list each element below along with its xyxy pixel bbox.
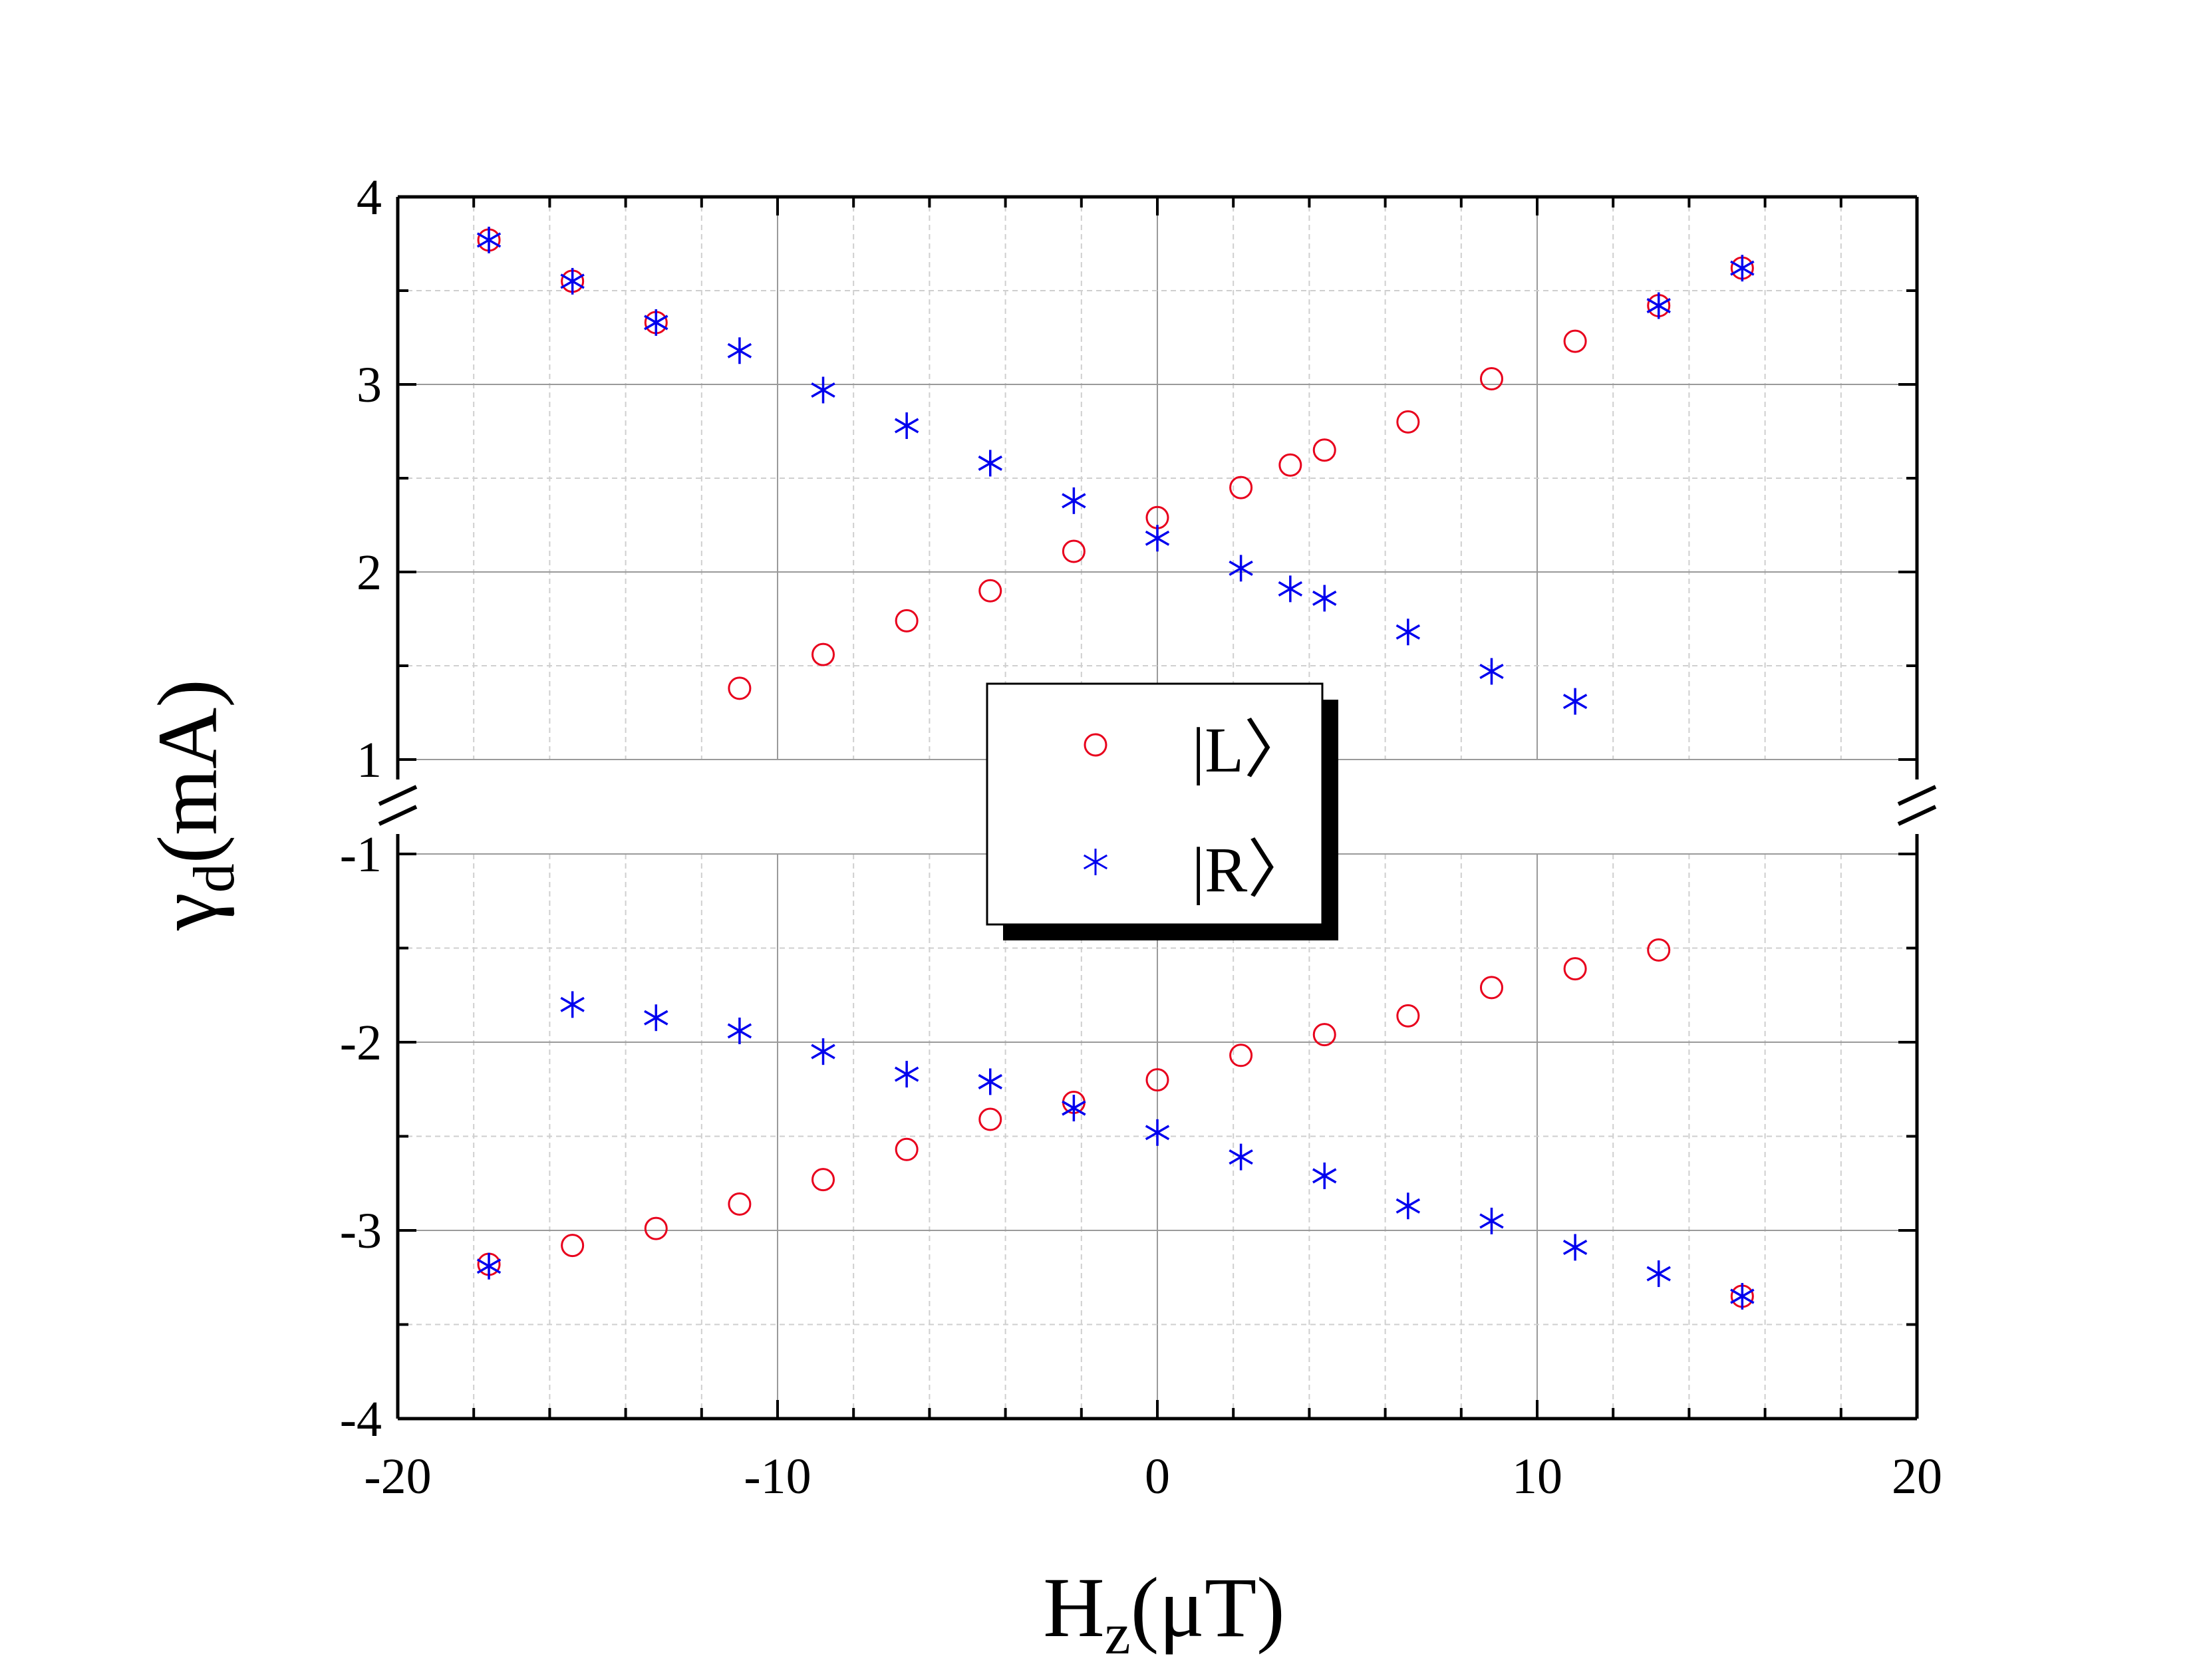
- axis-break-mark: [1897, 785, 1937, 806]
- y-tick-label: -2: [340, 1015, 382, 1071]
- data-point-l: [1647, 938, 1671, 962]
- series-r: [476, 226, 1755, 1310]
- data-point-r: [644, 309, 668, 336]
- data-point-l: [1229, 476, 1253, 499]
- data-point-r: [1479, 1207, 1504, 1234]
- data-point-l: [644, 1216, 668, 1240]
- legend-label-r: |R〉: [1192, 834, 1311, 905]
- data-point-r: [1278, 575, 1303, 603]
- data-point-l: [1479, 976, 1503, 1000]
- data-point-r: [727, 337, 752, 364]
- x-tick-label: 10: [1512, 1449, 1562, 1504]
- data-point-l: [1563, 329, 1587, 353]
- data-point-r: [1145, 1119, 1170, 1146]
- data-point-l: [1396, 1004, 1420, 1028]
- legend: |L〉 |R〉: [986, 682, 1338, 940]
- data-point-r: [1646, 292, 1671, 319]
- data-point-r: [978, 1068, 1002, 1095]
- data-point-r: [1730, 1283, 1755, 1310]
- ticks: [396, 196, 1918, 1420]
- data-point-l: [1312, 438, 1336, 462]
- data-point-r: [1312, 1162, 1337, 1189]
- y-tick-label: 3: [357, 357, 382, 413]
- data-point-r: [644, 1004, 668, 1032]
- data-point-l: [1062, 539, 1086, 563]
- data-point-r: [1062, 1095, 1086, 1122]
- data-point-l: [811, 1168, 835, 1192]
- x-tick-label: 20: [1892, 1449, 1942, 1504]
- data-point-r: [978, 450, 1002, 477]
- x-tick-label: 0: [1145, 1449, 1170, 1504]
- data-point-r: [1395, 1192, 1421, 1220]
- data-point-r: [811, 1038, 835, 1065]
- tick-labels: -20 -10 0 10 20 1 2 3 4 -4 -3 -2 -1: [340, 170, 1942, 1504]
- legend-marker-r: [1083, 849, 1108, 875]
- axis-break-mark: [1897, 805, 1937, 826]
- data-point-r: [727, 1018, 752, 1045]
- data-point-r: [476, 226, 502, 253]
- data-point-r: [560, 991, 585, 1018]
- grid: [398, 197, 1917, 1419]
- y-tick-label: 4: [357, 170, 382, 225]
- data-point-l: [728, 676, 752, 700]
- data-point-l: [1479, 367, 1503, 391]
- data-points: [476, 226, 1755, 1310]
- axis-break-mark: [378, 805, 418, 826]
- data-point-l: [1145, 1068, 1169, 1092]
- y-tick-label: -4: [340, 1391, 382, 1447]
- x-axis-title: Hz(μT): [1043, 1560, 1285, 1667]
- x-tick-label: -10: [744, 1449, 811, 1504]
- data-point-l: [895, 1137, 919, 1161]
- data-point-r: [894, 1061, 919, 1088]
- y-axis-title: γd(mA): [140, 679, 247, 931]
- legend-box: [986, 682, 1324, 926]
- data-point-r: [1229, 555, 1253, 582]
- data-point-r: [894, 412, 919, 440]
- data-point-r: [1229, 1143, 1253, 1171]
- data-point-r: [1312, 585, 1337, 612]
- axis-break-mark: [378, 785, 418, 806]
- y-tick-label: 2: [357, 545, 382, 601]
- data-point-r: [476, 1252, 502, 1280]
- data-point-r: [1479, 658, 1504, 685]
- legend-label-l: |L〉: [1192, 714, 1308, 785]
- data-point-r: [1145, 525, 1170, 552]
- x-tick-label: -20: [364, 1449, 431, 1504]
- data-point-l: [978, 1107, 1002, 1131]
- data-point-l: [978, 579, 1002, 603]
- data-point-l: [1229, 1044, 1253, 1067]
- data-point-r: [560, 267, 585, 295]
- data-point-l: [1563, 957, 1587, 981]
- data-point-r: [1562, 688, 1588, 715]
- data-point-r: [1395, 619, 1421, 646]
- data-point-l: [561, 1234, 585, 1258]
- y-tick-label: -1: [340, 827, 382, 883]
- data-point-r: [1562, 1234, 1588, 1261]
- data-point-l: [728, 1192, 752, 1216]
- data-point-l: [895, 609, 919, 632]
- data-point-l: [811, 642, 835, 666]
- data-point-r: [1730, 255, 1755, 282]
- y-tick-label: 1: [357, 732, 382, 788]
- data-point-l: [1278, 453, 1302, 477]
- data-point-l: [1312, 1023, 1336, 1047]
- data-point-r: [811, 376, 835, 404]
- y-tick-label: -3: [340, 1203, 382, 1259]
- legend-marker-l: [1084, 733, 1107, 757]
- data-point-r: [1062, 487, 1086, 514]
- data-point-r: [1646, 1260, 1671, 1288]
- data-point-l: [1396, 410, 1420, 434]
